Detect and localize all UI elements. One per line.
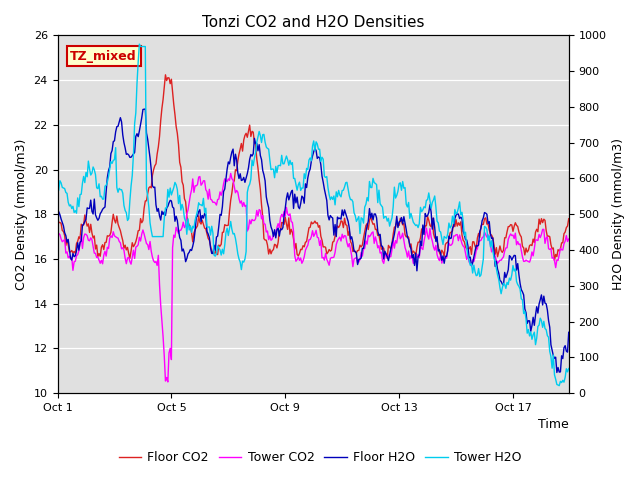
Floor H2O: [460, 228, 467, 234]
Tower H2O: [410, 219, 417, 225]
Tower H2O: [136, 41, 143, 47]
Floor H2O: [410, 252, 417, 257]
Line: Floor CO2: Floor CO2: [58, 75, 569, 261]
Floor CO2: [162, 72, 170, 78]
Title: Tonzi CO2 and H2O Densities: Tonzi CO2 and H2O Densities: [202, 15, 424, 30]
Tower H2O: [565, 366, 573, 372]
X-axis label: Time: Time: [538, 419, 569, 432]
Line: Tower CO2: Tower CO2: [58, 173, 569, 382]
Line: Floor H2O: Floor H2O: [58, 109, 569, 372]
Tower H2O: [54, 187, 61, 192]
Y-axis label: H2O Density (mmol/m3): H2O Density (mmol/m3): [612, 138, 625, 290]
Text: TZ_mixed: TZ_mixed: [70, 49, 137, 63]
Tower H2O: [556, 383, 563, 388]
Floor CO2: [351, 249, 359, 255]
Tower H2O: [93, 185, 100, 191]
Floor H2O: [553, 370, 561, 375]
Tower CO2: [93, 254, 100, 260]
Tower CO2: [164, 379, 172, 385]
Floor H2O: [54, 222, 61, 228]
Legend: Floor CO2, Tower CO2, Floor H2O, Tower H2O: Floor CO2, Tower CO2, Floor H2O, Tower H…: [113, 446, 527, 469]
Tower CO2: [411, 260, 419, 265]
Floor H2O: [141, 106, 149, 112]
Y-axis label: CO2 Density (mmol/m3): CO2 Density (mmol/m3): [15, 139, 28, 290]
Floor CO2: [410, 248, 417, 254]
Tower CO2: [461, 244, 468, 250]
Tower H2O: [351, 213, 359, 218]
Floor H2O: [93, 215, 100, 221]
Floor H2O: [449, 225, 456, 231]
Floor CO2: [565, 216, 573, 222]
Tower CO2: [525, 259, 532, 264]
Tower H2O: [524, 330, 531, 336]
Floor H2O: [524, 321, 531, 326]
Floor CO2: [524, 249, 531, 255]
Floor CO2: [93, 242, 100, 248]
Tower CO2: [450, 233, 458, 239]
Floor H2O: [565, 329, 573, 335]
Floor CO2: [54, 213, 61, 218]
Floor CO2: [550, 258, 558, 264]
Tower CO2: [353, 254, 360, 260]
Tower CO2: [227, 170, 234, 176]
Line: Tower H2O: Tower H2O: [58, 44, 569, 385]
Tower H2O: [460, 218, 467, 224]
Tower CO2: [565, 236, 573, 242]
Floor CO2: [449, 228, 456, 234]
Floor CO2: [460, 237, 467, 243]
Floor H2O: [351, 249, 359, 254]
Tower H2O: [449, 214, 456, 219]
Tower CO2: [54, 229, 61, 235]
